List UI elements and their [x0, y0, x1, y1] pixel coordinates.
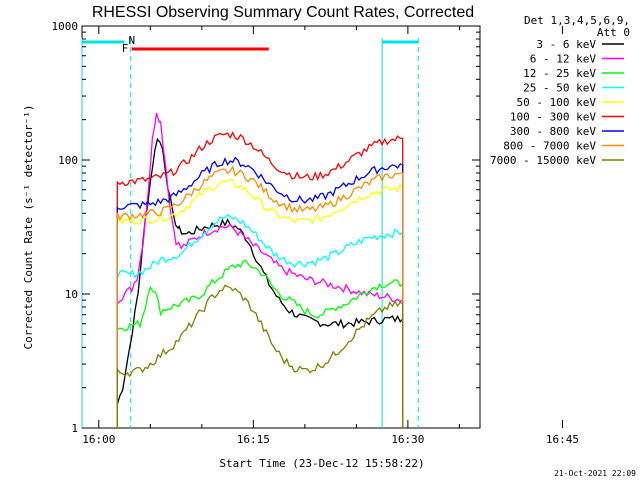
- legend-entry-label: 50 - 100 keV: [517, 96, 597, 109]
- legend-header: Det 1,3,4,5,6,9,: [524, 14, 630, 27]
- legend-entry-label: 100 - 300 keV: [510, 111, 596, 124]
- legend-entry-label: 12 - 25 keV: [523, 67, 596, 80]
- y-tick-label: 1: [71, 422, 78, 435]
- x-tick-label: 16:15: [237, 433, 270, 446]
- footer-timestamp: 21-Oct-2021 22:09: [554, 469, 636, 478]
- series-line: [116, 284, 404, 428]
- legend-entry-label: 6 - 12 keV: [530, 53, 597, 66]
- series-lines: [116, 112, 404, 428]
- y-tick-label: 1000: [52, 20, 79, 33]
- axes: 16:0016:1516:3016:4517:0017:1517:3011010…: [52, 20, 579, 446]
- flare-label: F: [122, 42, 129, 55]
- series-line: [116, 178, 404, 428]
- series-line: [116, 131, 404, 428]
- legend-entry-label: 7000 - 15000 keV: [490, 154, 596, 167]
- legend: Det 1,3,4,5,6,9,Att 03 - 6 keV 6 - 12 keV…: [490, 14, 630, 167]
- legend-entry-label: 3 - 6 keV: [536, 38, 596, 51]
- night-label: N: [129, 34, 136, 47]
- series-line: [116, 156, 404, 428]
- chart-title: RHESSI Observing Summary Count Rates, Co…: [92, 4, 474, 21]
- x-tick-label: 16:00: [82, 433, 115, 446]
- series-line: [116, 112, 404, 428]
- x-tick-label: 16:30: [391, 433, 424, 446]
- x-tick-label: 16:45: [546, 433, 579, 446]
- legend-entry-label: 300 - 800 keV: [510, 125, 596, 138]
- legend-entry-label: 800 - 7000 keV: [503, 140, 596, 153]
- legend-header: Att 0: [597, 26, 630, 39]
- y-tick-label: 10: [65, 288, 78, 301]
- observing-markers: NF: [81, 34, 419, 428]
- series-line: [116, 165, 404, 428]
- plot-border: [81, 25, 481, 429]
- y-axis-label: Corrected Count Rate (s⁻¹ detector⁻¹): [22, 104, 35, 349]
- series-line: [116, 213, 404, 428]
- series-line: [116, 137, 404, 428]
- legend-entry-label: 25 - 50 keV: [523, 82, 596, 95]
- series-line: [116, 259, 404, 428]
- y-tick-label: 100: [58, 154, 78, 167]
- plot-frame: [81, 25, 481, 429]
- x-axis-label: Start Time (23-Dec-12 15:58:22): [219, 457, 424, 470]
